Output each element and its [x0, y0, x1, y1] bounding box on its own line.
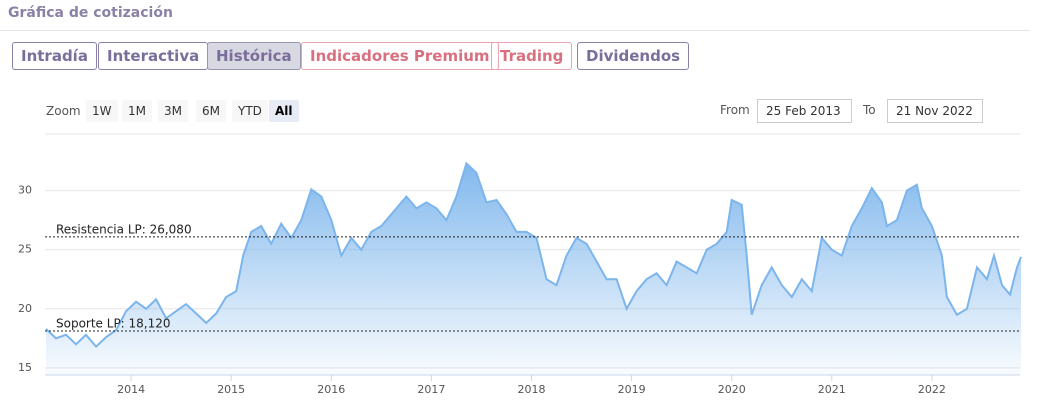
to-label: To	[863, 103, 876, 117]
zoom-button[interactable]: 3M	[158, 100, 188, 122]
to-input[interactable]: 21 Nov 2022	[887, 99, 983, 123]
from-input[interactable]: 25 Feb 2013	[757, 99, 852, 123]
zoom-button[interactable]: 6M	[196, 100, 226, 122]
x-tick-label: 2017	[417, 383, 445, 396]
x-tick-label: 2016	[317, 383, 345, 396]
zoom-label: Zoom	[46, 104, 81, 118]
y-tick-label: 25	[18, 243, 32, 256]
tab[interactable]: Histórica	[207, 42, 301, 70]
x-tick-label: 2022	[918, 383, 946, 396]
x-tick-label: 2015	[217, 383, 245, 396]
zoom-button[interactable]: 1M	[122, 100, 152, 122]
divider	[0, 30, 1030, 31]
tab[interactable]: Indicadores Premium	[301, 42, 499, 70]
section-title: Gráfica de cotización	[8, 5, 173, 21]
tab[interactable]: Dividendos	[577, 42, 690, 70]
zoom-button[interactable]: YTD	[232, 100, 268, 122]
tab[interactable]: Intradía	[12, 42, 97, 70]
reference-label: Soporte LP: 18,120	[56, 317, 171, 331]
tab[interactable]: Trading	[491, 42, 573, 70]
zoom-button[interactable]: 1W	[86, 100, 118, 122]
area-fill	[46, 163, 1021, 375]
x-tick-label: 2020	[718, 383, 746, 396]
from-label: From	[720, 103, 750, 117]
y-tick-label: 20	[18, 302, 32, 315]
x-tick-label: 2018	[517, 383, 545, 396]
x-tick-label: 2021	[818, 383, 846, 396]
x-tick-label: 2014	[117, 383, 145, 396]
y-tick-label: 15	[18, 361, 32, 374]
y-tick-label: 30	[18, 184, 32, 197]
reference-label: Resistencia LP: 26,080	[56, 222, 192, 236]
zoom-button[interactable]: All	[269, 100, 299, 122]
x-tick-label: 2019	[618, 383, 646, 396]
price-line	[45, 161, 1022, 349]
